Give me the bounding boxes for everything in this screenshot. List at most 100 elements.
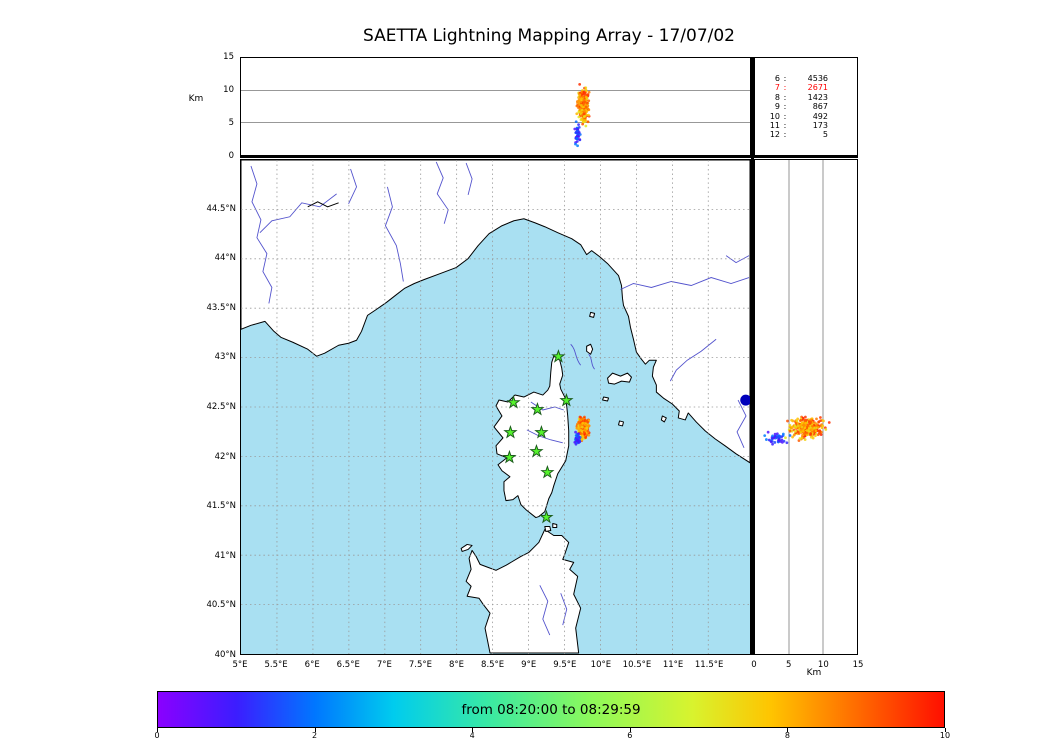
lma-station-star: [530, 402, 545, 416]
station-count-row: 8: 1423: [766, 93, 828, 102]
station-count-id: 11: [769, 121, 780, 131]
river: [669, 338, 717, 382]
elba-island: [607, 372, 632, 385]
figure-title: SAETTA Lightning Mapping Array - 17/07/0…: [363, 26, 735, 46]
station-count-row: 9: 867: [766, 102, 828, 111]
river: [384, 186, 404, 282]
lma-station-star: [506, 395, 521, 409]
map-xtick-label: 11.5°E: [694, 660, 724, 670]
map-ytick-label: 40.5°N: [206, 600, 236, 611]
capraia-island: [586, 343, 594, 355]
colorbar-tick: [314, 728, 316, 732]
altitude-longitude-svg: [241, 82, 750, 148]
altitude-ytick-label: 10: [223, 85, 234, 95]
station-count-row: 12: 5: [766, 130, 828, 139]
altitude-latitude-panel: [754, 159, 858, 655]
maddalena-islands: [544, 523, 558, 532]
map-xtick-label: 10°E: [590, 660, 612, 670]
river: [526, 429, 563, 444]
station-count-row: 10: 492: [766, 112, 828, 121]
map-xtick-label: 7.5°E: [408, 660, 432, 670]
colorbar-tick-label: 6: [627, 731, 633, 740]
map-xtick-label: 10.5°E: [622, 660, 652, 670]
sardinia-island: [465, 529, 582, 654]
map-ytick-label: 44.5°N: [206, 203, 236, 214]
station-counts-list: 6: 4536 7: 2671 8: 1423 9: 867 10: 492 11: 173 12: 5: [766, 74, 828, 140]
colorbar-tick-label: 0: [154, 731, 160, 740]
map-grid: [241, 160, 750, 654]
station-count-row: 7: 2671: [766, 83, 828, 92]
map-xtick-label: 8°E: [449, 660, 465, 670]
station-count-id: 8: [774, 92, 780, 102]
map-xtick-label: 6.5°E: [336, 660, 360, 670]
map-ytick-label: 42.5°N: [206, 402, 236, 412]
colorbar-tick: [945, 728, 946, 732]
map-xtick-label: 6°E: [304, 660, 320, 670]
montecristo-island: [618, 420, 624, 427]
pianosa-island: [602, 396, 610, 402]
top-grid: [241, 89, 750, 124]
stations-layer: [502, 349, 574, 524]
colorbar-tick: [472, 728, 474, 732]
lma-station-star: [529, 443, 544, 458]
asinara-island: [460, 543, 473, 552]
lma-station-star: [539, 509, 554, 524]
altitude-ytick-label: 5: [228, 118, 234, 128]
colorbar-tick-label: 8: [784, 731, 790, 740]
river: [539, 585, 551, 636]
station-count-id: 7: [774, 83, 780, 93]
river: [736, 399, 747, 449]
station-count-separator: :: [783, 111, 787, 121]
lma-station-star: [540, 464, 555, 479]
mainland-coast: [241, 160, 750, 464]
station-count-row: 6: 4536: [766, 74, 828, 83]
colorbar-tick: [629, 728, 631, 732]
river: [725, 255, 750, 264]
colorbar-tick-label: 2: [312, 731, 318, 740]
river: [465, 162, 473, 195]
map-ytick-label: 43.5°N: [206, 302, 236, 313]
river: [620, 277, 750, 290]
colorbar-label: from 08:20:00 to 08:29:59: [461, 701, 641, 718]
altitude-longitude-panel: [240, 57, 751, 156]
map-panel: [240, 159, 751, 655]
station-count-separator: :: [783, 130, 787, 140]
altitude-xtick-label: 0: [751, 660, 757, 670]
map-svg: [241, 160, 750, 654]
rivers-layer: [250, 161, 750, 636]
time-colorbar: from 08:20:00 to 08:29:59: [157, 691, 945, 728]
sea-contour: [570, 343, 582, 366]
edge-blob: [740, 394, 750, 406]
station-count-separator: :: [783, 83, 787, 93]
map-ytick-label: 42°N: [214, 451, 236, 462]
map-xtick-label: 8.5°E: [481, 660, 505, 670]
station-count-value: 1423: [807, 92, 828, 102]
map-xtick-label: 11°E: [662, 660, 684, 670]
lake-fragment: [307, 201, 339, 208]
colorbar-tick-label: 4: [469, 731, 475, 740]
station-count-separator: :: [783, 92, 787, 102]
river: [560, 593, 568, 626]
altitude-xtick-label: 10: [817, 660, 829, 670]
station-count-value: 5: [822, 130, 828, 140]
gorgona-island: [589, 311, 596, 318]
giglio-island: [660, 415, 667, 423]
panel-separator-vertical: [750, 57, 754, 655]
lma-station-star: [502, 449, 517, 464]
altitude-axis-unit-top: Km: [188, 94, 204, 104]
altitude-xtick-label: 15: [852, 660, 864, 670]
right-grid: [788, 160, 824, 654]
lma-station-star: [534, 424, 549, 439]
altitude-axis-unit-right: Km: [806, 668, 822, 678]
station-count-separator: :: [783, 74, 787, 83]
river: [250, 165, 273, 304]
map-ytick-label: 40°N: [214, 650, 236, 660]
lma-station-star: [551, 349, 566, 363]
map-xtick-label: 5°E: [232, 660, 248, 670]
station-count-id: 9: [774, 102, 780, 112]
altitude-ytick-label: 15: [223, 52, 234, 62]
lma-station-star: [503, 424, 518, 439]
station-count-value: 4536: [807, 74, 828, 83]
top-points: [573, 82, 591, 148]
